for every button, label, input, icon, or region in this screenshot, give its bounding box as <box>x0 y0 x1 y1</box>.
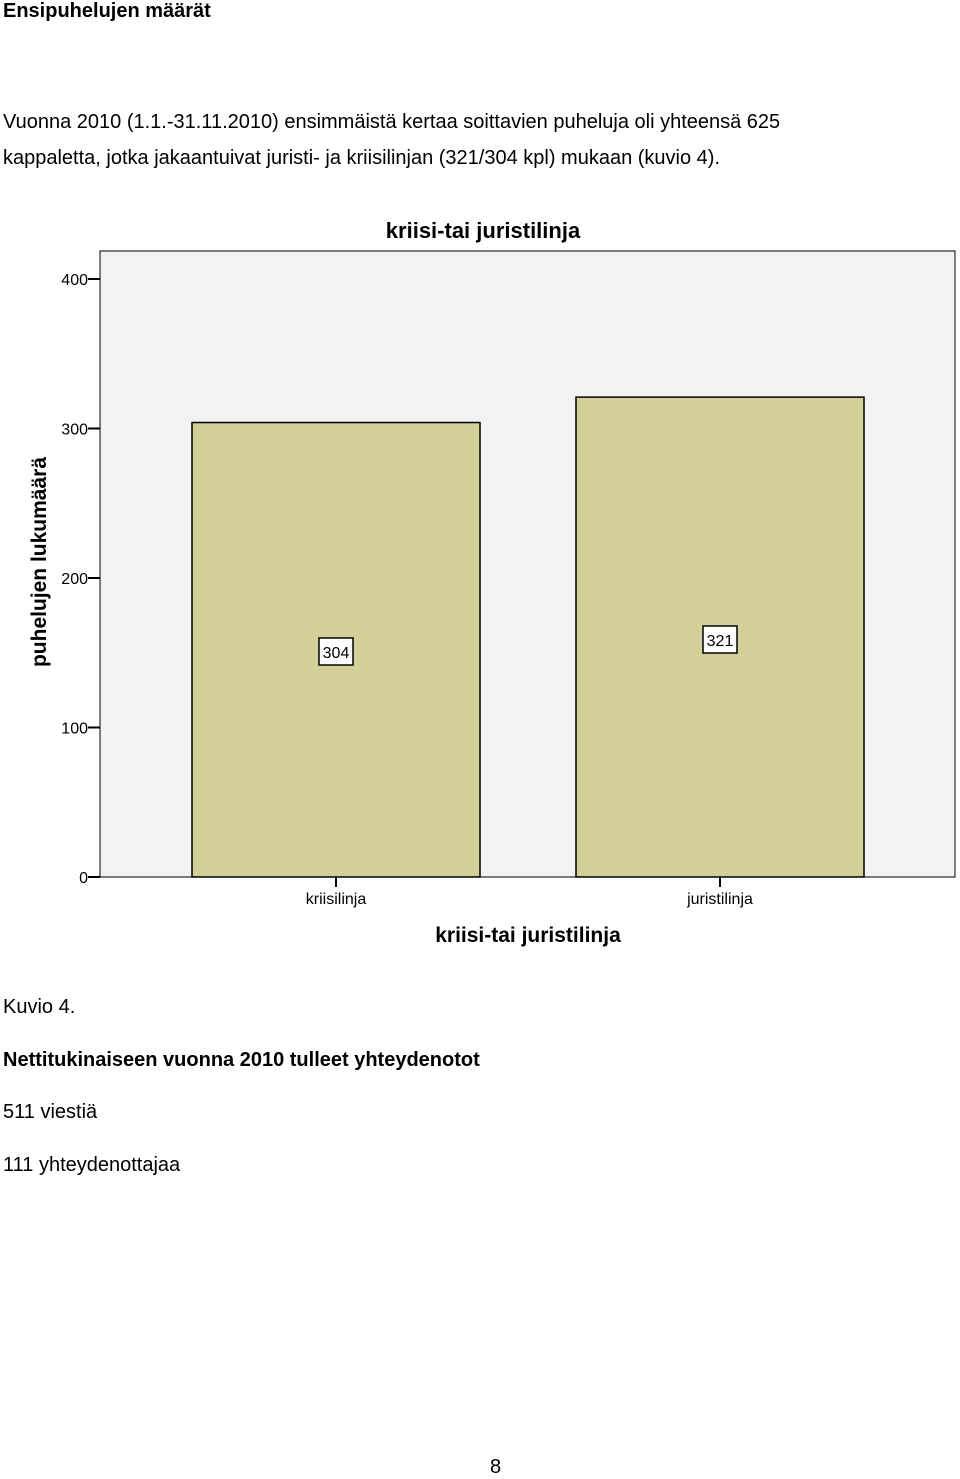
data-label: 304 <box>323 645 350 662</box>
figure-caption: Kuvio 4. <box>3 996 76 1018</box>
section-title: Nettitukinaiseen vuonna 2010 tulleet yht… <box>3 1049 480 1071</box>
y-tick-label: 100 <box>61 721 88 738</box>
bar-chart: kriisi-tai juristilinja 0 100 200 300 400 30… <box>28 218 956 947</box>
paragraph-line-2: kappaletta, jotka jakaantuivat juristi- … <box>3 147 721 169</box>
y-tick-label: 200 <box>61 571 88 588</box>
x-axis-label: kriisi-tai juristilinja <box>435 924 621 947</box>
page-number: 8 <box>490 1456 502 1478</box>
y-tick-label: 0 <box>79 870 88 887</box>
chart-title: kriisi-tai juristilinja <box>386 218 581 243</box>
stat-messages: 511 viestiä <box>3 1101 98 1123</box>
bars-group: 304 321 <box>191 396 865 878</box>
x-axis: kriisilinja juristilinja <box>306 877 753 908</box>
data-label: 321 <box>707 633 734 650</box>
x-tick-label: kriisilinja <box>306 891 367 908</box>
y-tick-label: 300 <box>61 422 88 439</box>
y-tick-label: 400 <box>61 272 88 289</box>
y-axis: 0 100 200 300 400 <box>61 272 100 887</box>
paragraph-line-1: Vuonna 2010 (1.1.-31.11.2010) ensimmäist… <box>3 111 781 133</box>
document-heading: Ensipuhelujen määrät <box>3 0 211 22</box>
y-axis-label: puhelujen lukumäärä <box>28 457 51 667</box>
x-tick-label: juristilinja <box>686 891 753 908</box>
stat-contacts: 111 yhteydenottajaa <box>3 1154 181 1176</box>
data-label-box <box>318 637 354 666</box>
data-label-box <box>702 625 738 654</box>
